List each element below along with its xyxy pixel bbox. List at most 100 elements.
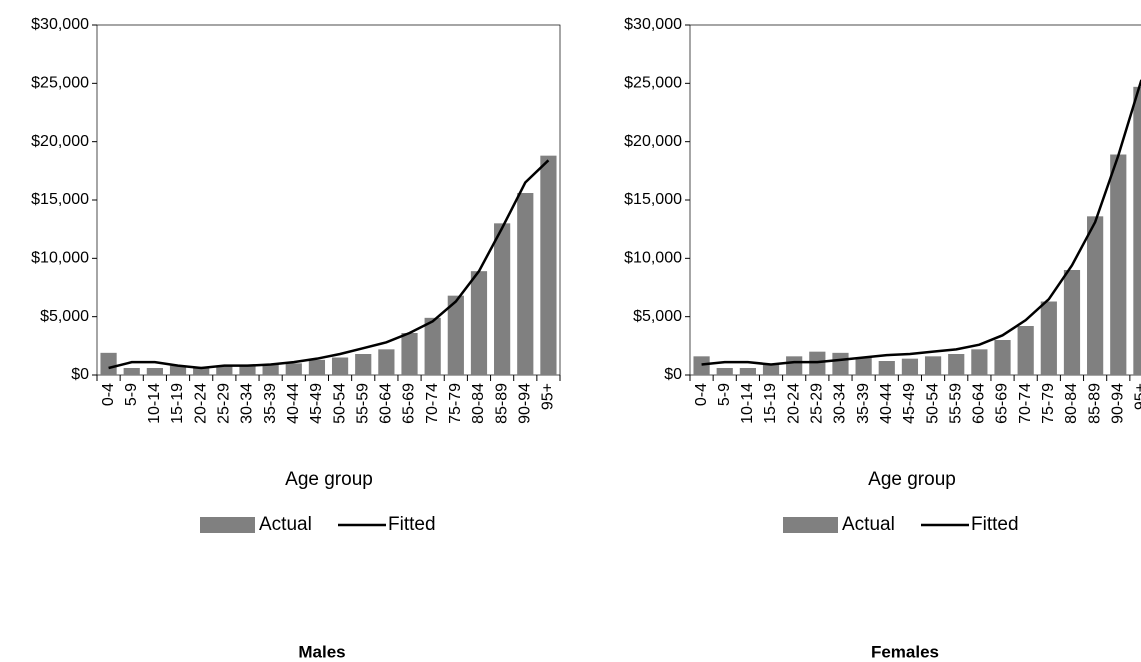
x-tick-label: 15-19 [169,383,186,424]
y-tick-label: $10,000 [624,250,682,267]
x-tick-label: 25-29 [809,383,826,424]
bar [716,368,733,375]
bar [123,368,140,375]
legend-label: Actual [842,514,895,535]
bar [169,365,187,375]
bar [1063,270,1081,375]
y-tick-label: $20,000 [624,133,682,150]
x-tick-label: 60-64 [971,383,988,424]
bar [146,368,163,375]
bar [1087,216,1104,375]
caption: Males [298,642,345,661]
x-tick-label: 75-79 [1040,383,1057,424]
y-tick-label: $0 [71,366,89,383]
bar [540,155,557,375]
x-tick-label: 95+ [1133,383,1141,410]
x-tick-label: 90-94 [1109,383,1126,424]
bar [216,365,233,375]
legend-label: Fitted [388,514,436,535]
bar [832,352,849,375]
x-tick-label: 50-54 [331,383,348,424]
x-tick-label: 45-49 [308,383,325,424]
y-tick-label: $5,000 [40,308,89,325]
y-tick-label: $10,000 [31,250,89,267]
x-tick-label: 95+ [540,383,557,410]
bar [517,193,534,375]
y-tick-label: $0 [664,366,682,383]
y-tick-label: $20,000 [31,133,89,150]
x-tick-label: 55-59 [947,383,964,424]
x-tick-label: 15-19 [762,383,779,424]
bar [855,357,872,375]
x-axis-label: Age group [868,469,956,490]
x-tick-label: 85-89 [493,383,510,424]
x-tick-label: 20-24 [785,383,802,424]
y-tick-label: $15,000 [31,191,89,208]
bar [924,356,942,375]
bar [971,349,988,375]
bar [100,352,117,375]
caption: Females [871,642,939,661]
x-tick-label: 10-14 [146,383,163,424]
x-tick-label: 90-94 [516,383,533,424]
bar [948,354,965,375]
bar [378,349,395,375]
x-tick-label: 65-69 [401,383,418,424]
bar [786,356,803,375]
x-tick-label: 30-34 [239,383,256,424]
x-tick-label: 0-4 [100,383,117,406]
x-tick-label: 20-24 [192,383,209,424]
x-tick-label: 70-74 [424,383,441,424]
x-tick-label: 40-44 [878,383,895,424]
x-tick-label: 10-14 [739,383,756,424]
bar [994,340,1011,375]
bar [494,223,511,375]
bar [1040,301,1057,375]
x-tick-label: 85-89 [1086,383,1103,424]
bar [762,364,780,375]
y-tick-label: $5,000 [633,308,682,325]
bar [447,295,464,375]
x-tick-label: 35-39 [262,383,279,424]
x-tick-label: 60-64 [378,383,395,424]
x-tick-label: 55-59 [354,383,371,424]
bar [308,359,326,375]
x-tick-label: 80-84 [1063,383,1080,424]
bar [693,356,710,375]
x-tick-label: 50-54 [924,383,941,424]
bar [1017,326,1034,375]
y-tick-label: $25,000 [31,75,89,92]
bar [1110,154,1127,375]
fitted-line [701,79,1141,366]
bar [262,364,279,375]
x-tick-label: 30-34 [832,383,849,424]
plot-frame [96,24,561,376]
x-tick-label: 70-74 [1017,383,1034,424]
y-tick-label: $30,000 [624,16,682,33]
x-tick-label: 25-29 [216,383,233,424]
bar [331,357,349,375]
bar [401,333,418,375]
bar [901,358,919,375]
bar [739,368,756,375]
chart: $0 $5,000 $10,000 $15,000 $20,000 $25,000 $30,… [31,16,561,661]
bar [424,317,441,375]
x-tick-label: 75-79 [447,383,464,424]
fitted-line [108,159,550,370]
bar [239,365,256,375]
x-tick-label: 5-9 [716,383,733,406]
legend-label: Actual [259,514,312,535]
legend-swatch [783,517,838,533]
x-tick-label: 40-44 [285,383,302,424]
legend-swatch [200,517,255,533]
bar [285,363,302,375]
y-tick-label: $30,000 [31,16,89,33]
bar [1133,86,1141,375]
bar [355,354,372,375]
bar [193,366,210,375]
x-axis-label: Age group [285,469,373,490]
x-tick-label: 0-4 [693,383,710,406]
x-tick-label: 65-69 [994,383,1011,424]
legend-label: Fitted [971,514,1019,535]
